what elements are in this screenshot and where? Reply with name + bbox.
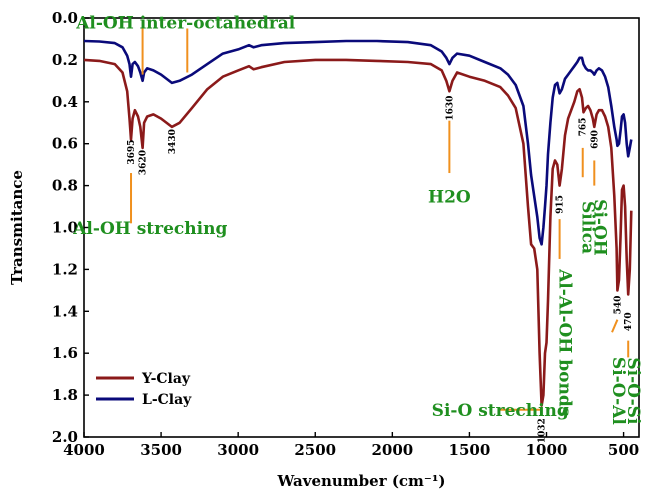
- peak-label: 540: [613, 296, 623, 315]
- y-tick-label: 1.2: [52, 260, 78, 278]
- annotation-label: Si-O-Al: [608, 357, 628, 425]
- series-line-l-clay: [83, 39, 633, 246]
- y-tick-label: 1.6: [52, 344, 78, 362]
- legend-label: L-Clay: [142, 392, 192, 408]
- y-tick-label: 0.6: [52, 135, 78, 153]
- annotation-label: Al-Al-OH bonds: [555, 268, 575, 416]
- annotation-label: Si-OH: [589, 199, 609, 256]
- y-tick-label: 2.0: [52, 428, 78, 446]
- peak-label: 3620: [139, 150, 149, 175]
- annotation-label: Si-O streching: [432, 401, 569, 421]
- peak-label: 3430: [168, 129, 178, 154]
- peak-label: 1032: [538, 418, 548, 443]
- peak-label: 915: [556, 195, 566, 214]
- peak-label: 3695: [127, 140, 137, 165]
- peak-label: 690: [590, 130, 600, 149]
- series-line-y-clay: [83, 58, 633, 407]
- y-tick-label: 1.4: [52, 302, 78, 320]
- annotation-label: H2O: [428, 187, 471, 207]
- y-tick-label: 1.0: [52, 219, 78, 237]
- y-axis-title: Transmitance: [8, 170, 26, 285]
- leader-line: [611, 319, 619, 333]
- x-tick-label: 4000: [63, 441, 105, 459]
- x-axis-title: Wavenumber (cm⁻¹): [276, 472, 445, 490]
- y-tick-label: 0.2: [52, 51, 78, 69]
- peak-label: 1630: [445, 96, 455, 121]
- x-tick-label: 500: [608, 441, 639, 459]
- annotation-label: Al-OH streching: [72, 219, 227, 239]
- x-tick-label: 3000: [217, 441, 259, 459]
- y-axis-ticks: 0.0 0.2 0.4 0.6 0.8 1.0 1.2 1.4 1.6 1.8 2.0: [52, 9, 89, 446]
- annotation-label: Si-O-Si: [623, 357, 643, 425]
- x-tick-label: 2000: [371, 441, 413, 459]
- x-axis-ticks: 4000 3500 3000 2500 2000 1500 1000 500: [63, 432, 639, 459]
- peak-label: 765: [579, 118, 589, 137]
- x-tick-label: 2500: [294, 441, 336, 459]
- x-tick-label: 3500: [140, 441, 182, 459]
- annotation-label: Al-OH inter-octahedral: [75, 13, 296, 33]
- y-tick-label: 0.0: [52, 9, 78, 27]
- x-tick-label: 1000: [526, 441, 568, 459]
- series-layer: [83, 39, 633, 407]
- y-tick-label: 0.8: [52, 177, 78, 195]
- annotations: Al-OH inter-octahedral Al-OH streching H2O…: [72, 13, 643, 425]
- y-tick-label: 0.4: [52, 93, 78, 111]
- annotation-leaders: [130, 28, 630, 411]
- annotation-label: Silica: [578, 201, 598, 254]
- peak-label: 470: [624, 312, 634, 331]
- legend: Y-Clay L-Clay: [96, 371, 192, 408]
- x-tick-label: 1500: [449, 441, 491, 459]
- y-tick-label: 1.8: [52, 386, 78, 404]
- legend-label: Y-Clay: [141, 371, 191, 387]
